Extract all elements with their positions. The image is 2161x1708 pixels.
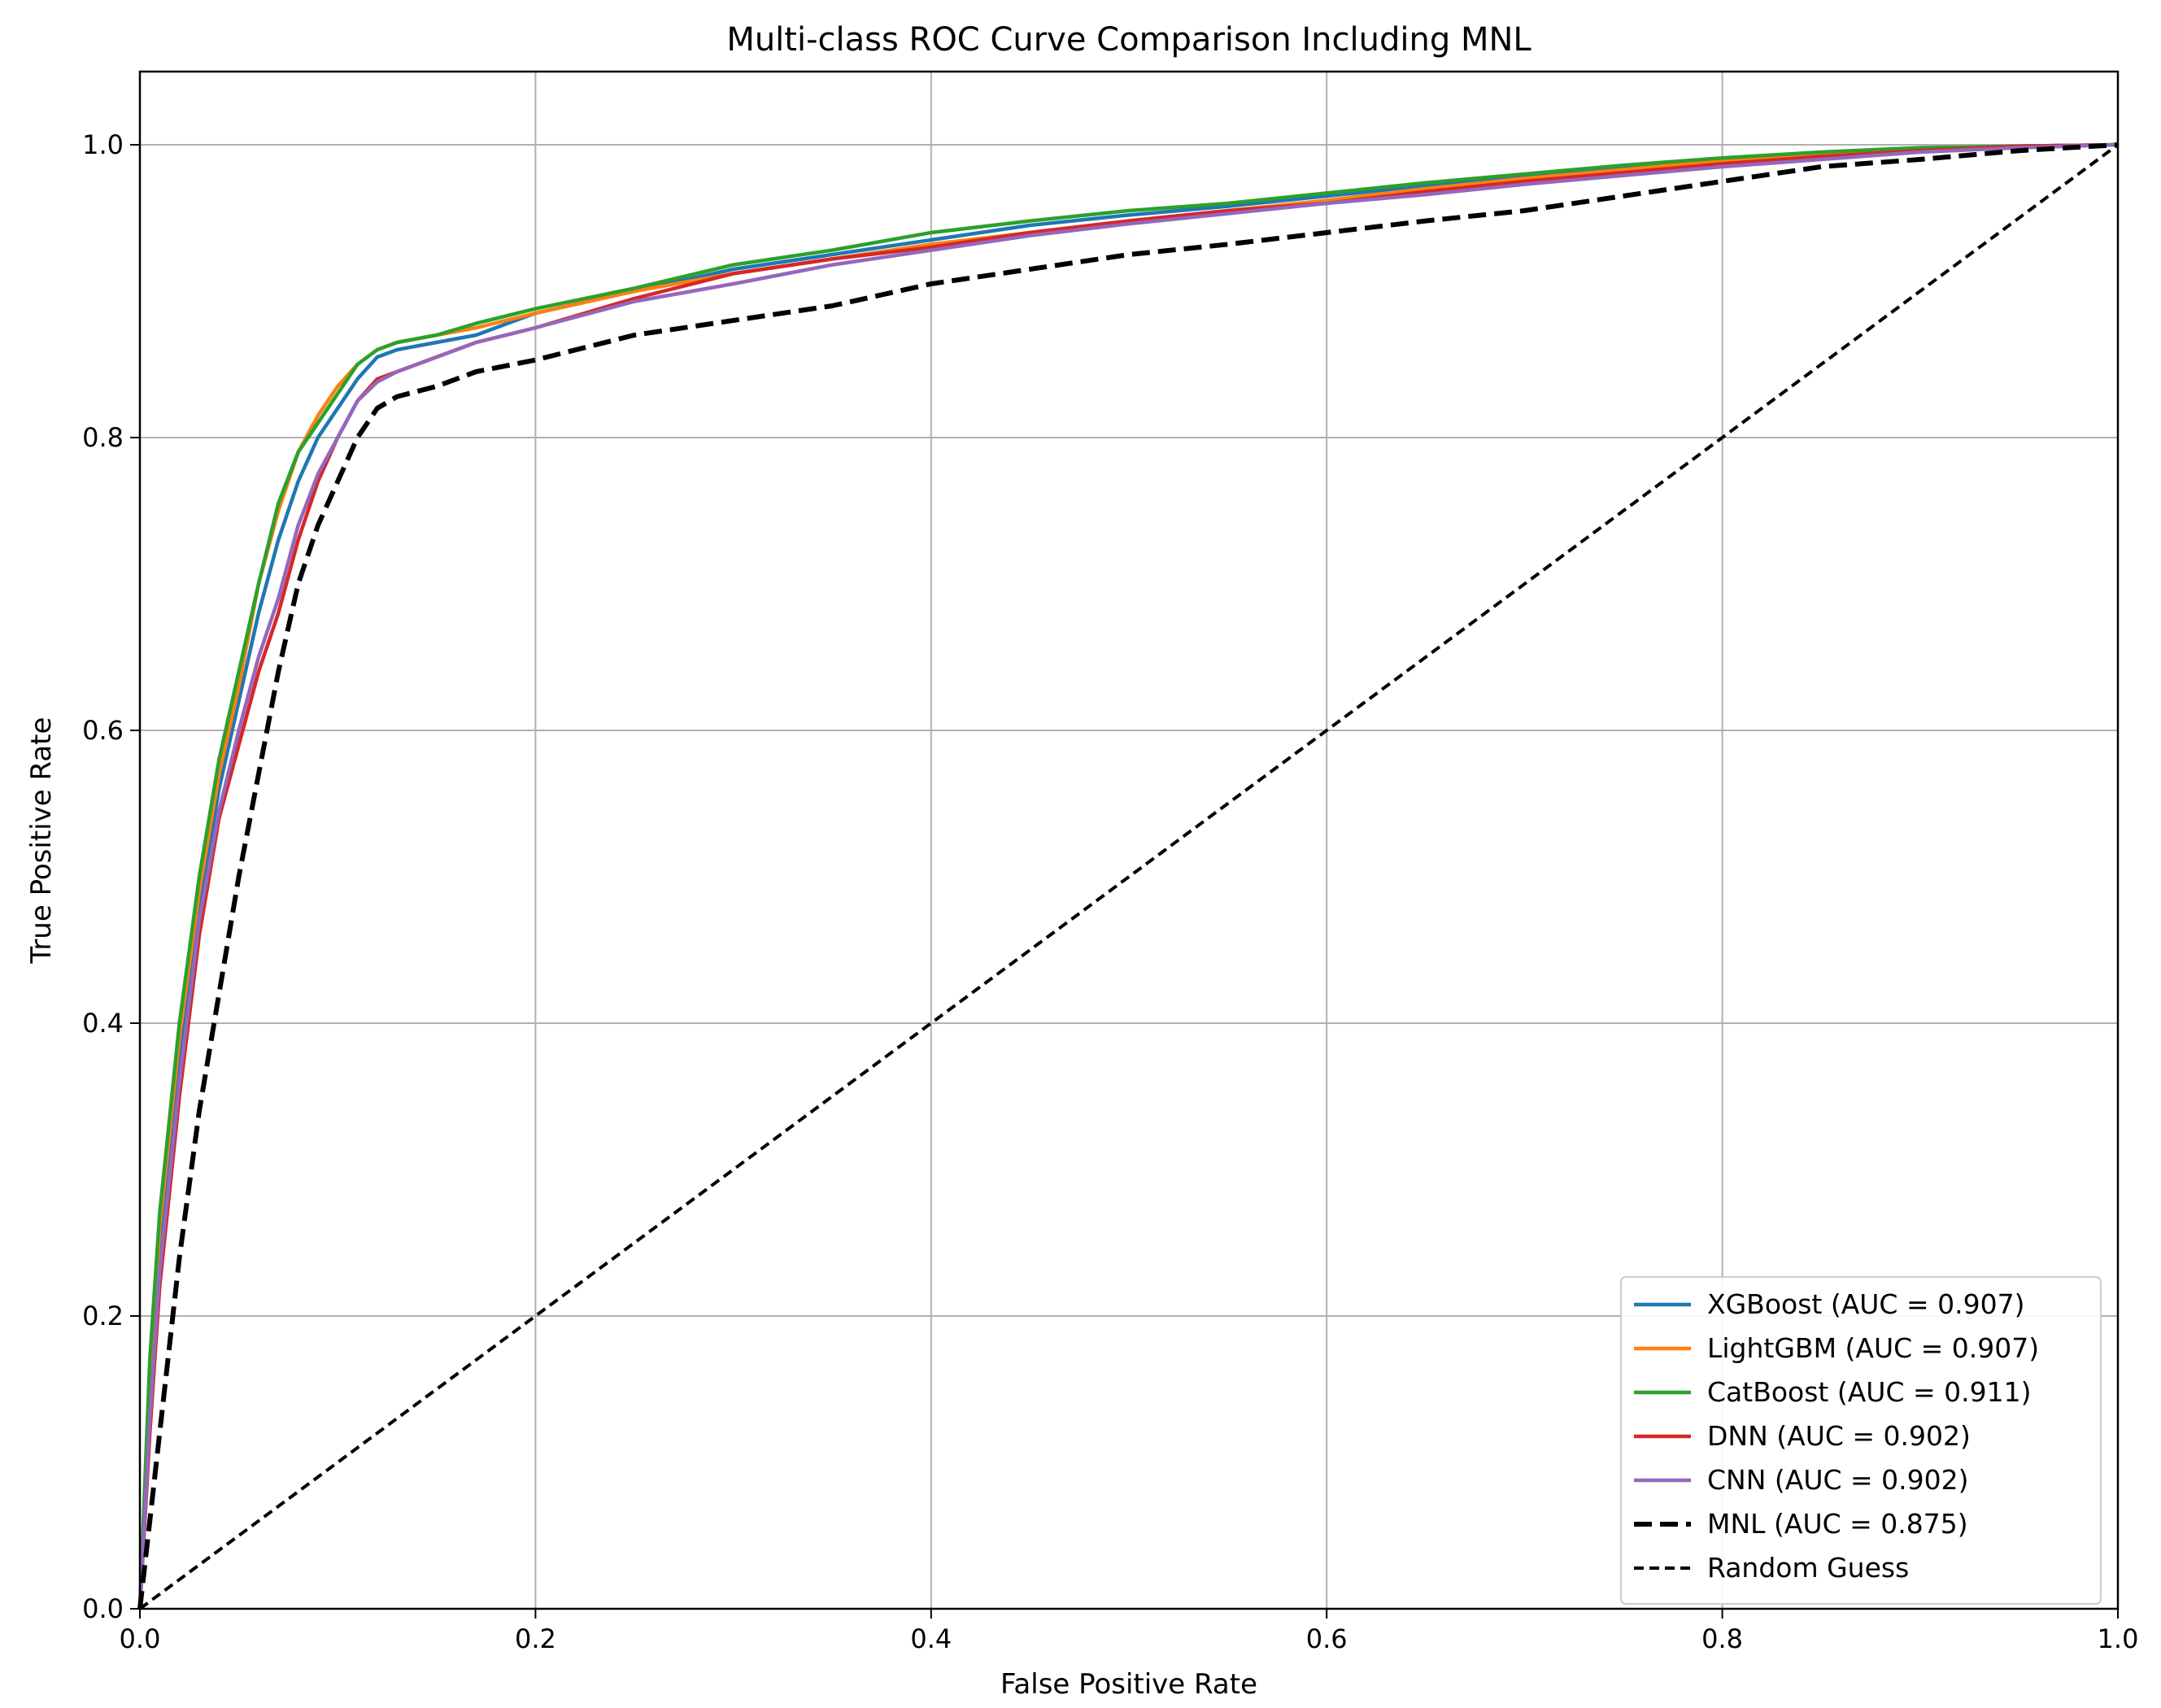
y-tick-label: 0.0 <box>82 1593 124 1624</box>
legend-entry: DNN (AUC = 0.902) <box>1707 1420 1971 1452</box>
plot-frame <box>138 70 2120 1610</box>
x-axis-label: False Positive Rate <box>1000 1668 1257 1701</box>
y-tick-label: 0.4 <box>82 1008 124 1039</box>
legend-entry: MNL (AUC = 0.875) <box>1707 1508 1968 1540</box>
y-tick-label: 1.0 <box>82 129 124 160</box>
ticks: 0.0 0.2 0.4 0.6 0.8 1.0 0.0 0.2 0.4 0.6 0.8 1.0 <box>82 129 2138 1654</box>
y-tick-label: 0.6 <box>82 715 124 746</box>
legend-box <box>1620 1276 2102 1605</box>
series-line-random <box>138 143 2120 1610</box>
x-tick-label: 1.0 <box>2098 1623 2139 1654</box>
legend-entry: CNN (AUC = 0.902) <box>1707 1464 1969 1496</box>
grid <box>139 72 2119 1610</box>
chart-title: Multi-class ROC Curve Comparison Includi… <box>726 21 1531 59</box>
series-line-catboost <box>137 142 2119 1610</box>
x-tick-label: 0.0 <box>120 1623 161 1654</box>
series-layer <box>137 142 2120 1610</box>
x-tick-label: 0.6 <box>1306 1623 1348 1654</box>
legend-entry: CatBoost (AUC = 0.911) <box>1707 1376 2031 1408</box>
legend: XGBoost (AUC = 0.907) LightGBM (AUC = 0.9… <box>1620 1276 2102 1605</box>
legend-entry: Random Guess <box>1707 1552 1909 1584</box>
legend-entry: XGBoost (AUC = 0.907) <box>1707 1288 2024 1320</box>
y-axis-label: True Positive Rate <box>25 717 58 965</box>
legend-entry: LightGBM (AUC = 0.907) <box>1707 1332 2039 1364</box>
x-tick-label: 0.8 <box>1701 1623 1743 1654</box>
series-line-cnn <box>137 142 2119 1610</box>
y-tick-label: 0.2 <box>82 1301 124 1331</box>
series-line-lightgbm <box>137 142 2119 1610</box>
y-tick-label: 0.8 <box>82 422 124 453</box>
series-line-mnl <box>137 142 2119 1610</box>
x-tick-label: 0.4 <box>910 1623 952 1654</box>
x-tick-label: 0.2 <box>515 1623 556 1654</box>
